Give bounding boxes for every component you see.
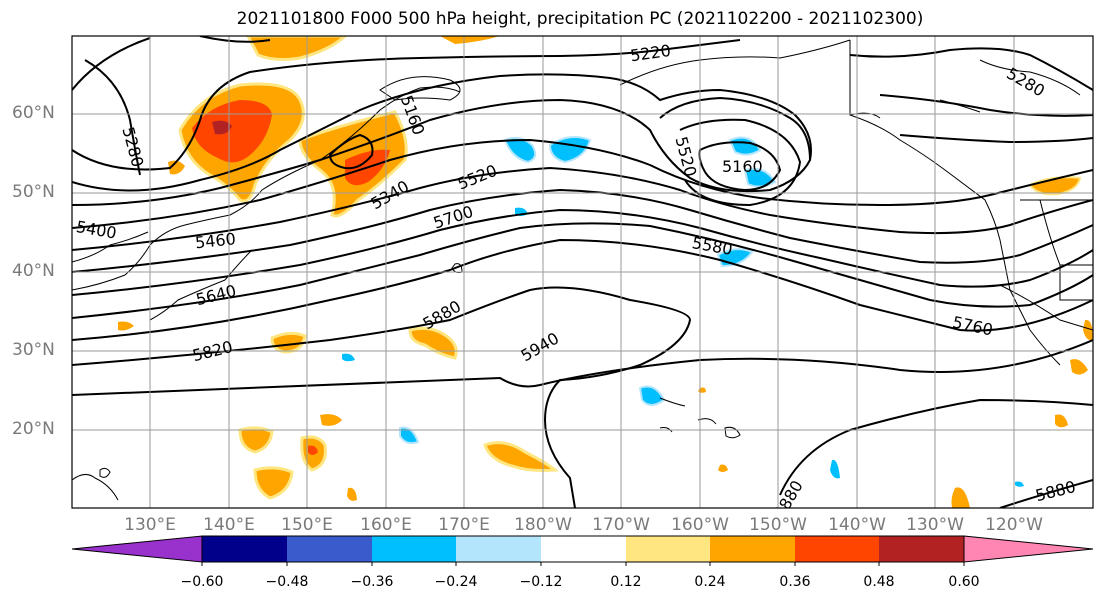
colorbar-extend-low bbox=[71, 535, 203, 563]
lon-label: 130°W bbox=[906, 515, 964, 535]
contour-label: 5220 bbox=[629, 41, 672, 65]
contour-label: 5940 bbox=[517, 329, 562, 366]
lon-label: 150°W bbox=[749, 515, 807, 535]
lon-label: 170°E bbox=[438, 515, 490, 535]
lon-label: 180°W bbox=[514, 515, 572, 535]
lat-label: 40°N bbox=[12, 261, 55, 281]
graticule bbox=[72, 36, 1093, 508]
lon-label: 140°W bbox=[828, 515, 886, 535]
colorbar-segment bbox=[456, 536, 541, 562]
contour-label: 5460 bbox=[194, 229, 236, 252]
contour-label: 5880 bbox=[1034, 477, 1078, 505]
contour-label: 5700 bbox=[431, 202, 476, 233]
precip-positive-areas bbox=[118, 36, 1093, 508]
colorbar bbox=[71, 535, 1094, 566]
contour-label: 5160 bbox=[722, 157, 763, 176]
colorbar-tick-label: 0.36 bbox=[779, 574, 811, 590]
map-title: 2021101800 F000 500 hPa height, precipit… bbox=[236, 9, 924, 29]
lon-label: 170°W bbox=[592, 515, 650, 535]
colorbar-tick-label: −0.60 bbox=[180, 574, 224, 590]
lon-label: 160°W bbox=[671, 515, 729, 535]
colorbar-segment bbox=[626, 536, 710, 562]
colorbar-tick-label: 0.24 bbox=[694, 574, 726, 590]
contour-label: 5760 bbox=[951, 312, 995, 339]
colorbar-segment bbox=[202, 536, 287, 562]
lat-label: 20°N bbox=[12, 419, 55, 439]
contour-label: 5280 bbox=[1003, 64, 1048, 101]
contour-label: 5880 bbox=[419, 297, 464, 334]
plot-frame bbox=[71, 35, 1094, 509]
coastlines bbox=[72, 39, 1093, 501]
lon-label: 140°E bbox=[203, 515, 255, 535]
lon-label: 150°E bbox=[281, 515, 333, 535]
contour-label: 5280 bbox=[118, 125, 147, 169]
contour-label: 5520 bbox=[455, 161, 500, 194]
contour-label: 5640 bbox=[194, 281, 238, 309]
contour-label: 5520 bbox=[672, 135, 701, 179]
lat-label: 60°N bbox=[12, 103, 55, 123]
lon-label: 160°E bbox=[360, 515, 412, 535]
lon-label: 130°E bbox=[124, 515, 176, 535]
colorbar-tick-label: −0.48 bbox=[265, 574, 309, 590]
colorbar-tick-label: 0.60 bbox=[948, 574, 980, 590]
colorbar-segment bbox=[287, 536, 372, 562]
lat-label: 30°N bbox=[12, 340, 55, 360]
lat-label: 50°N bbox=[12, 182, 55, 202]
colorbar-segment bbox=[372, 536, 456, 562]
colorbar-tick-label: 0.12 bbox=[610, 574, 642, 590]
height-contours bbox=[72, 36, 1093, 508]
colorbar-segment bbox=[710, 536, 795, 562]
colorbar-tick-label: 0.48 bbox=[863, 574, 895, 590]
colorbar-segment bbox=[879, 536, 964, 562]
colorbar-tick-label: −0.12 bbox=[519, 574, 563, 590]
colorbar-extend-high bbox=[963, 535, 1094, 563]
colorbar-tick-label: −0.36 bbox=[350, 574, 394, 590]
colorbar-tick-label: −0.24 bbox=[434, 574, 478, 590]
contour-label: 5820 bbox=[191, 337, 235, 365]
contour-label: 5400 bbox=[75, 217, 118, 243]
colorbar-segment bbox=[795, 536, 879, 562]
lon-label: 120°W bbox=[985, 515, 1043, 535]
colorbar-segment bbox=[541, 536, 626, 562]
